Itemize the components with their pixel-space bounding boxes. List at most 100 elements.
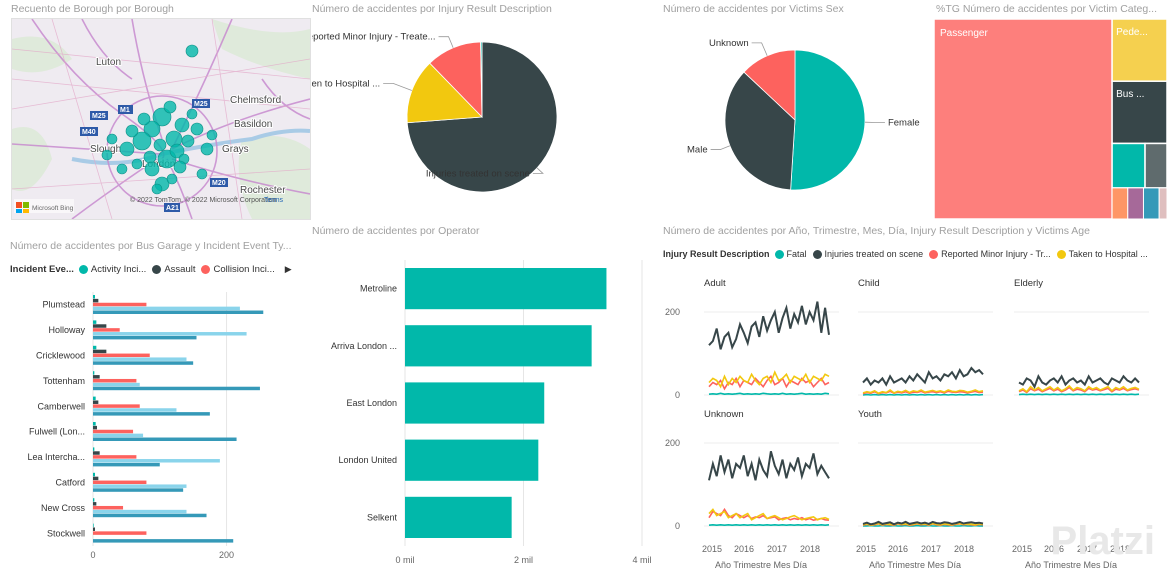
pie-slice[interactable]	[406, 62, 483, 124]
legend-item-fatal[interactable]: Fatal	[774, 249, 807, 259]
bar[interactable]	[93, 404, 140, 408]
map-bubble[interactable]	[163, 100, 177, 114]
map-svg[interactable]: M25 M1 M25 M40 M20 A21 Luton Chelmsford …	[12, 19, 310, 219]
map-bubble[interactable]	[125, 124, 139, 138]
bar[interactable]	[93, 357, 187, 361]
map-bubble[interactable]	[206, 129, 218, 141]
legend-item-assault[interactable]: Assault	[152, 264, 195, 275]
bar[interactable]	[405, 496, 512, 538]
map-bubble[interactable]	[131, 158, 143, 170]
map-bubble[interactable]	[101, 149, 113, 161]
legend-item-activity[interactable]: Activity Inci...	[78, 264, 146, 275]
treemap-cell[interactable]	[1111, 80, 1167, 145]
treemap-cell[interactable]	[1144, 142, 1167, 189]
bar[interactable]	[93, 425, 98, 430]
map-bubble[interactable]	[132, 131, 152, 151]
series-line[interactable]	[708, 392, 830, 396]
bar[interactable]	[93, 310, 264, 314]
bar[interactable]	[405, 382, 545, 424]
bar[interactable]	[405, 325, 592, 367]
bar[interactable]	[405, 439, 539, 481]
bar[interactable]	[93, 505, 124, 510]
bar[interactable]	[93, 502, 97, 506]
series-line[interactable]	[862, 366, 984, 387]
map-bubble[interactable]	[153, 138, 167, 152]
bar[interactable]	[93, 400, 99, 404]
series-line[interactable]	[1018, 374, 1140, 389]
bar[interactable]	[93, 480, 147, 485]
pie-slice[interactable]	[743, 49, 796, 121]
map-bubble[interactable]	[116, 163, 128, 175]
legend-item-collision[interactable]: Collision Inci...	[201, 264, 275, 275]
map-bubble[interactable]	[186, 108, 198, 120]
series-line[interactable]	[708, 451, 830, 481]
bar[interactable]	[93, 306, 240, 311]
bar[interactable]	[93, 298, 99, 303]
map-bubble[interactable]	[185, 44, 199, 58]
map-bubble[interactable]	[137, 112, 151, 126]
bar[interactable]	[93, 320, 97, 324]
bar[interactable]	[93, 429, 134, 434]
bar[interactable]	[93, 302, 147, 307]
bar[interactable]	[93, 412, 210, 416]
series-line[interactable]	[1018, 384, 1140, 393]
bar[interactable]	[93, 447, 95, 451]
bar[interactable]	[93, 531, 147, 535]
legend-item-minor[interactable]: Reported Minor Injury - Tr...	[929, 249, 1051, 259]
map-terms-link[interactable]: Terms	[264, 197, 284, 204]
bar[interactable]	[93, 498, 95, 502]
pie-leader-line[interactable]	[532, 167, 544, 174]
bar[interactable]	[405, 268, 607, 310]
pie-leader-line[interactable]	[710, 145, 731, 150]
bar[interactable]	[93, 396, 96, 401]
bar[interactable]	[93, 324, 107, 328]
operator-bar-chart[interactable]: 0 mil 2 mil 4 mil Metroline Arriva London ..…	[312, 234, 657, 574]
bar[interactable]	[93, 345, 97, 350]
bar[interactable]	[93, 509, 187, 514]
bar[interactable]	[93, 476, 99, 481]
bar[interactable]	[93, 437, 237, 441]
treemap-cell[interactable]	[1158, 187, 1167, 219]
map-bubble[interactable]	[143, 150, 157, 164]
legend-next-arrow[interactable]: ▶	[284, 264, 292, 274]
bar[interactable]	[93, 451, 100, 455]
bar[interactable]	[93, 349, 107, 354]
series-line[interactable]	[862, 389, 984, 395]
bar[interactable]	[93, 378, 137, 383]
age-line-chart[interactable]: Adult 200 0 Child Elderly Unknown 200 0 Youth 201…	[662, 264, 1169, 574]
map-bubble[interactable]	[166, 173, 178, 185]
map-bubble[interactable]	[106, 133, 118, 145]
garage-bar-chart[interactable]: 0 200 Plumstead Holloway Cricklewood Tottenha…	[0, 274, 312, 574]
series-line[interactable]	[708, 508, 830, 521]
bar[interactable]	[93, 523, 94, 528]
map-bubble[interactable]	[181, 134, 195, 148]
legend-item-hospital[interactable]: Taken to Hospital ...	[1056, 249, 1148, 259]
bar[interactable]	[93, 459, 220, 463]
bar[interactable]	[93, 513, 207, 518]
treemap-chart[interactable]: Passenger Pede... Bus ...	[934, 19, 1167, 219]
map-bubble[interactable]	[190, 122, 204, 136]
legend-item-injuries[interactable]: Injuries treated on scene	[812, 249, 923, 259]
treemap-cell[interactable]	[1142, 187, 1160, 219]
treemap-cell[interactable]	[1127, 187, 1144, 219]
injury-pie-chart[interactable]: Injuries treated on scene Taken to Hospit…	[312, 17, 657, 222]
map-bubble[interactable]	[119, 141, 135, 157]
bar[interactable]	[93, 328, 120, 332]
map-bubble[interactable]	[174, 117, 190, 133]
bar[interactable]	[93, 488, 184, 492]
pie-leader-line[interactable]	[751, 42, 768, 56]
pie-slice[interactable]	[790, 49, 866, 191]
map-bubble[interactable]	[200, 142, 214, 156]
bar[interactable]	[93, 539, 234, 543]
map-view[interactable]: M25 M1 M25 M40 M20 A21 Luton Chelmsford …	[11, 18, 311, 220]
pie-leader-line[interactable]	[438, 36, 454, 48]
bar[interactable]	[93, 527, 96, 531]
bar[interactable]	[93, 361, 194, 365]
series-line[interactable]	[708, 370, 830, 389]
bar[interactable]	[93, 408, 177, 412]
series-line[interactable]	[862, 520, 984, 526]
series-line[interactable]	[1018, 386, 1140, 394]
treemap-cell[interactable]	[1111, 187, 1129, 219]
bar[interactable]	[93, 332, 247, 336]
bar[interactable]	[93, 375, 100, 379]
